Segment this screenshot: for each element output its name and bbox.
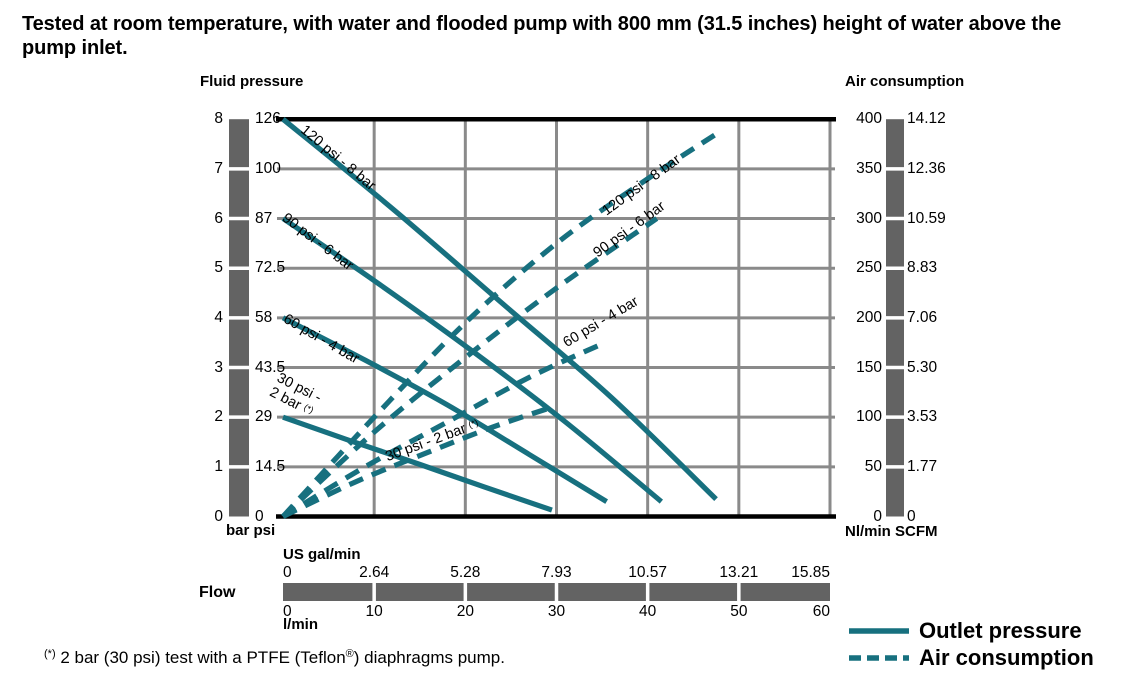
lmin-axis-ticks: 0 10 20 30 40 50 60: [0, 602, 1123, 622]
registered-mark: ®: [345, 648, 354, 660]
bar-tick-label: 0: [214, 507, 223, 525]
gal-tick-label: 7.93: [541, 564, 572, 581]
dashed-line-swatch: [849, 655, 909, 661]
scfm-axis-ticks: 0 1.77 3.53 5.30 7.06 8.83 10.59 12.36 14.12: [907, 0, 969, 686]
psi-axis-ticks: 0 14.5 29 43.5 58 72.5 87 100 126: [255, 0, 317, 686]
nlmin-tick-label: 200: [856, 308, 882, 326]
gal-tick-label: 15.85: [791, 564, 830, 581]
legend-outlet-pressure: Outlet pressure: [848, 618, 1082, 644]
gal-tick-label: 2.64: [359, 564, 390, 581]
bar-tick-label: 6: [214, 209, 223, 227]
scfm-tick-label: 0: [907, 507, 916, 525]
lmin-tick-label: 40: [639, 603, 657, 620]
lmin-tick-label: 0: [283, 603, 292, 620]
psi-tick-label: 14.5: [255, 457, 286, 475]
nlmin-tick-label: 400: [856, 110, 882, 128]
lmin-tick-label: 30: [547, 603, 566, 620]
bar-tick-label: 5: [214, 259, 223, 277]
gal-tick-label: 10.57: [628, 564, 668, 581]
psi-tick-label: 43.5: [255, 358, 286, 376]
outlet-pressure-curve: [282, 414, 553, 513]
legend-air-consumption: Air consumption: [848, 645, 1094, 671]
nlmin-axis-ticks: 0 50 100 150 200 250 300 350 400: [832, 0, 882, 686]
psi-tick-label: 87: [255, 209, 273, 227]
psi-tick-label: 126: [255, 110, 281, 128]
footnote-star: (*): [44, 648, 56, 660]
nlmin-tick-label: 250: [856, 259, 882, 277]
fluid-pressure-axis-title: Fluid pressure: [200, 73, 304, 90]
outlet-pressure-curve: [281, 315, 608, 504]
gal-tick-label: 5.28: [450, 564, 481, 581]
nlmin-tick-label: 350: [856, 159, 882, 177]
us-gal-min-label: US gal/min: [283, 546, 361, 563]
nlmin-scfm-unit-label: Nl/min SCFM: [845, 523, 938, 540]
footnote-text-2: ) diaphragms pump.: [353, 648, 505, 667]
nlmin-tick-label: 300: [856, 209, 882, 227]
flow-axis-title: Flow: [199, 584, 236, 601]
scfm-tick-label: 12.36: [907, 159, 946, 177]
bar-psi-unit-label: bar psi: [226, 522, 276, 539]
footnote-text-1: 2 bar (30 psi) test with a PTFE (Teflon: [55, 648, 346, 667]
nlmin-tick-label: 50: [864, 457, 882, 475]
bar-tick-label: 2: [214, 408, 223, 426]
scfm-tick-label: 14.12: [907, 110, 946, 128]
gal-tick-label: 13.21: [719, 564, 759, 581]
psi-tick-label: 58: [255, 308, 273, 326]
scfm-tick-label: 5.30: [907, 358, 938, 376]
bar-tick-label: 7: [214, 159, 223, 177]
page-title: Tested at room temperature, with water a…: [22, 13, 1062, 60]
air-consumption-curve: [281, 404, 553, 519]
scfm-tick-label: 10.59: [907, 209, 946, 227]
gal-axis-ticks: 0 2.64 5.28 7.93 10.57 13.21 15.85: [0, 563, 1123, 583]
scfm-tick-label: 7.06: [907, 308, 938, 326]
lmin-tick-label: 20: [456, 603, 474, 620]
air-consumption-curve: [281, 131, 718, 519]
psi-tick-label: 0: [255, 507, 264, 525]
scfm-tick-label: 1.77: [907, 457, 938, 475]
psi-tick-label: 100: [255, 159, 281, 177]
outlet-pressure-curve: [281, 117, 718, 501]
bar-tick-label: 8: [214, 110, 223, 128]
lmin-tick-label: 50: [730, 603, 748, 620]
nlmin-tick-label: 0: [873, 507, 882, 525]
nlmin-tick-label: 150: [856, 358, 882, 376]
lmin-tick-label: 10: [365, 603, 383, 620]
bar-tick-label: 4: [214, 308, 223, 326]
scfm-tick-label: 3.53: [907, 408, 938, 426]
psi-tick-label: 72.5: [255, 259, 286, 277]
bar-tick-label: 3: [214, 358, 223, 376]
psi-tick-label: 29: [255, 408, 273, 426]
bar-axis-ticks: 0 1 2 3 4 5 6 7 8: [190, 0, 223, 686]
lmin-tick-label: 60: [812, 603, 830, 620]
gal-tick-label: 0: [283, 564, 292, 581]
footnote: (*) 2 bar (30 psi) test with a PTFE (Tef…: [44, 648, 505, 668]
nlmin-tick-label: 100: [856, 408, 882, 426]
l-min-label: l/min: [283, 616, 319, 633]
legend-air-label: Air consumption: [919, 645, 1094, 670]
air-consumption-curve: [281, 216, 659, 519]
bar-tick-label: 1: [214, 457, 223, 475]
air-consumption-axis-title: Air consumption: [845, 73, 965, 90]
solid-line-swatch: [849, 628, 909, 634]
scfm-tick-label: 8.83: [907, 259, 938, 277]
legend-outlet-label: Outlet pressure: [919, 618, 1082, 643]
